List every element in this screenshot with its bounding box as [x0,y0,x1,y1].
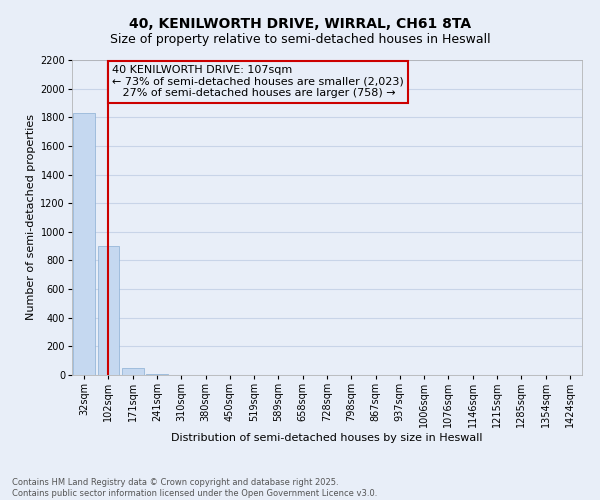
Bar [146,374,168,375]
Y-axis label: Number of semi-detached properties: Number of semi-detached properties [26,114,36,320]
Bar [122,368,143,375]
Bar [73,113,95,375]
X-axis label: Distribution of semi-detached houses by size in Heswall: Distribution of semi-detached houses by … [171,433,483,443]
Bar [97,246,119,375]
Text: 40 KENILWORTH DRIVE: 107sqm
← 73% of semi-detached houses are smaller (2,023)
  : 40 KENILWORTH DRIVE: 107sqm ← 73% of sem… [112,65,404,98]
Text: 40, KENILWORTH DRIVE, WIRRAL, CH61 8TA: 40, KENILWORTH DRIVE, WIRRAL, CH61 8TA [129,18,471,32]
Text: Size of property relative to semi-detached houses in Heswall: Size of property relative to semi-detach… [110,32,490,46]
Text: Contains HM Land Registry data © Crown copyright and database right 2025.
Contai: Contains HM Land Registry data © Crown c… [12,478,377,498]
